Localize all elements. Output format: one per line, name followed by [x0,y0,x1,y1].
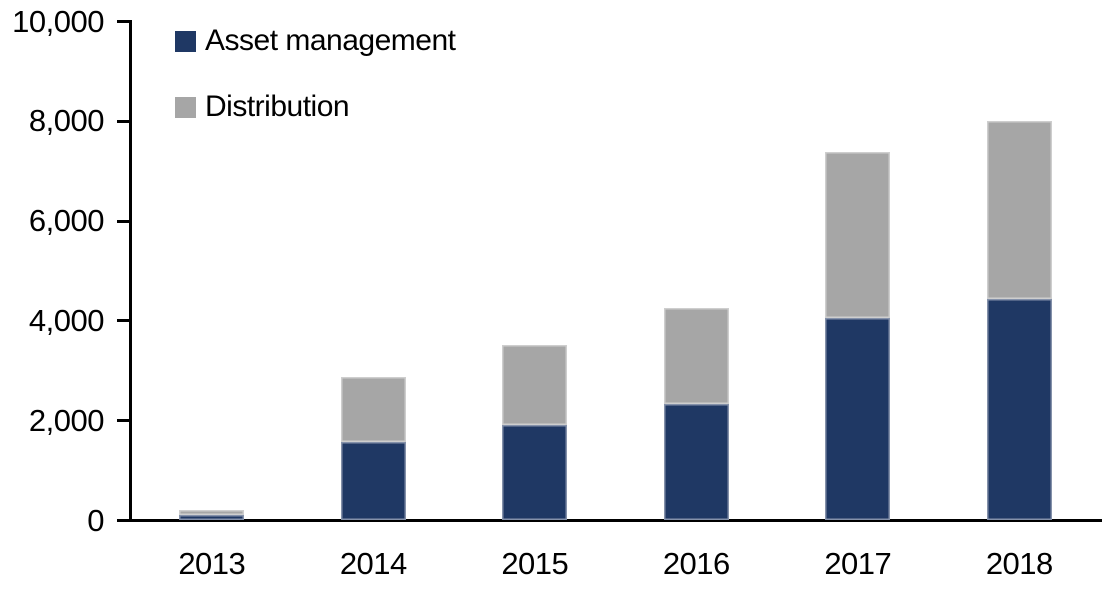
y-tick-label-2000: 2,000 [28,402,105,438]
legend-item-asset-management: Asset management [175,24,456,58]
y-tick-label-10000: 10,000 [12,3,104,39]
y-tick-mark-10000 [117,20,131,23]
x-axis-label-2013: 2013 [178,546,246,581]
y-tick-label-4000: 4,000 [28,302,105,338]
y-tick-mark-6000 [117,219,131,223]
y-tick-label-0: 0 [87,502,104,538]
legend-label-asset-management: Asset management [205,24,456,57]
x-axis-line [117,519,1102,522]
bar-2016-distribution [663,307,729,405]
y-tick-mark-2000 [117,419,131,423]
bar-2014-asset-management [340,441,406,520]
x-axis-label-2014: 2014 [339,546,407,581]
legend-swatch-asset-management [175,30,196,52]
y-tick-mark-8000 [117,119,131,123]
bar-2014-distribution [340,377,406,442]
legend-label-distribution: Distribution [205,90,350,123]
x-axis-label-2018: 2018 [985,546,1053,581]
legend-swatch-distribution [175,96,196,118]
bar-2017-distribution [825,151,891,319]
legend-item-distribution: Distribution [175,90,350,124]
bar-2018-asset-management [986,299,1052,520]
x-axis-label-2017: 2017 [824,546,892,581]
x-axis-label-2016: 2016 [662,546,730,581]
y-axis-line [129,20,132,522]
bar-2013-distribution [179,510,245,515]
bar-2013-asset-management [179,515,245,520]
bar-2017-asset-management [825,318,891,520]
y-tick-label-6000: 6,000 [28,203,105,239]
bar-2016-asset-management [663,404,729,520]
bar-2018-distribution [986,120,1052,300]
x-axis-label-2015: 2015 [501,546,569,581]
y-tick-mark-4000 [117,319,131,323]
bar-2015-asset-management [502,425,568,520]
y-tick-label-8000: 8,000 [28,103,105,139]
bar-2015-distribution [502,345,568,426]
